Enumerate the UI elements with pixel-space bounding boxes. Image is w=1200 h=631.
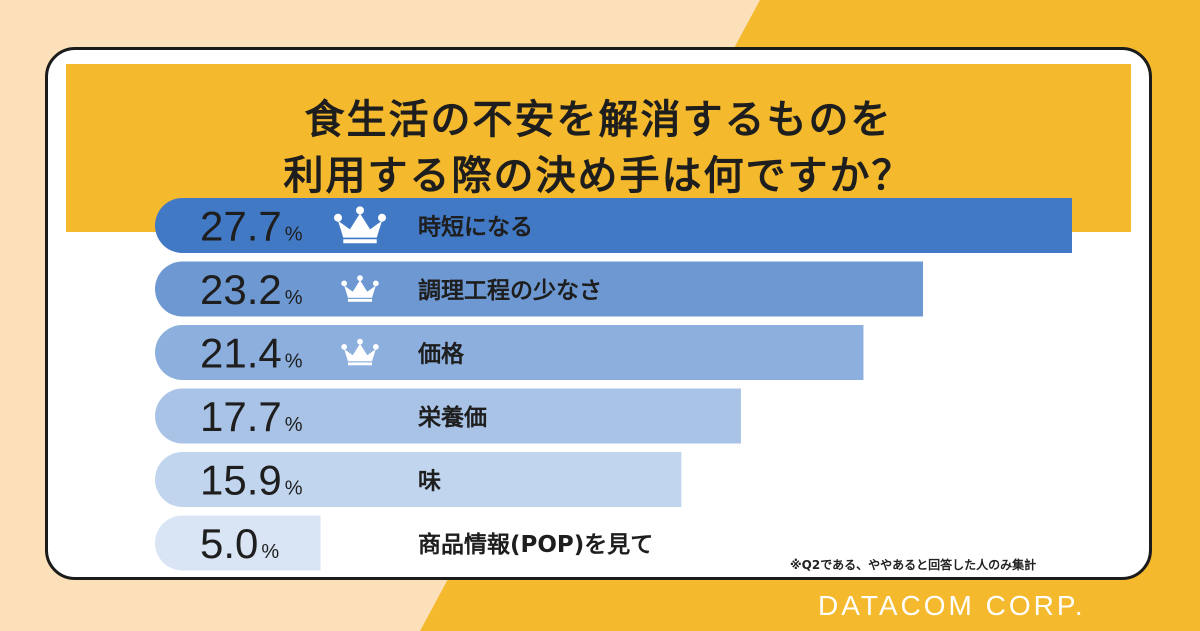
category-label: 商品情報(POP)を見て xyxy=(418,531,653,558)
chart-title-line-1: 食生活の不安を解消するものを xyxy=(304,97,893,143)
bar-row: 27.7% 時短になる xyxy=(155,198,1072,253)
bar xyxy=(155,325,864,380)
category-label: 調理工程の少なさ xyxy=(418,277,602,304)
crown-icon-tip xyxy=(341,344,348,350)
category-label: 時短になる xyxy=(418,214,533,241)
bar-row: 21.4% 価格 xyxy=(155,325,864,380)
brand-logo-text: DATACOM CORP. xyxy=(818,590,1086,621)
value-label: 21.4% xyxy=(200,330,303,377)
value-label: 15.9% xyxy=(200,457,303,504)
bar xyxy=(155,388,741,444)
bar-row: 15.9% 味 xyxy=(155,452,682,507)
crown-icon-body xyxy=(344,343,376,362)
crown-icon-tip xyxy=(372,280,379,287)
value-label: 23.2% xyxy=(200,266,303,313)
crown-icon-tip xyxy=(334,213,342,222)
crown-icon-body xyxy=(344,280,376,298)
crown-icon-tip xyxy=(372,344,379,350)
crown-icon-base xyxy=(347,298,373,302)
bar xyxy=(155,198,1072,253)
bar-row: 17.7% 栄養価 xyxy=(155,388,741,444)
crown-icon-tip xyxy=(378,213,386,222)
crown-icon-tip xyxy=(357,275,363,281)
category-label: 味 xyxy=(418,469,441,495)
crown-icon xyxy=(341,275,379,302)
bar xyxy=(155,261,924,317)
value-label: 5.0% xyxy=(200,520,279,567)
bar-row: 5.0% 商品情報(POP)を見て xyxy=(155,515,653,571)
crown-icon-base xyxy=(343,239,377,244)
bar xyxy=(155,515,321,571)
chart-title-line-2: 利用する際の決め手は何ですか？ xyxy=(283,153,914,199)
footnote: ※Q2である、ややあると回答した人のみ集計 xyxy=(790,558,1037,572)
crown-icon-body xyxy=(338,213,382,238)
category-label: 価格 xyxy=(417,341,465,368)
bar xyxy=(155,452,682,507)
category-label: 栄養価 xyxy=(417,404,487,431)
crown-icon-tip xyxy=(356,206,364,215)
crown-icon xyxy=(334,206,386,244)
crown-icon-tip xyxy=(357,338,363,345)
crown-icon-base xyxy=(347,362,373,366)
value-label: 27.7% xyxy=(200,203,303,250)
crown-icon xyxy=(341,338,379,366)
bar-row: 23.2% 調理工程の少なさ xyxy=(155,261,924,317)
value-label: 17.7% xyxy=(200,393,303,440)
crown-icon-tip xyxy=(341,280,348,287)
